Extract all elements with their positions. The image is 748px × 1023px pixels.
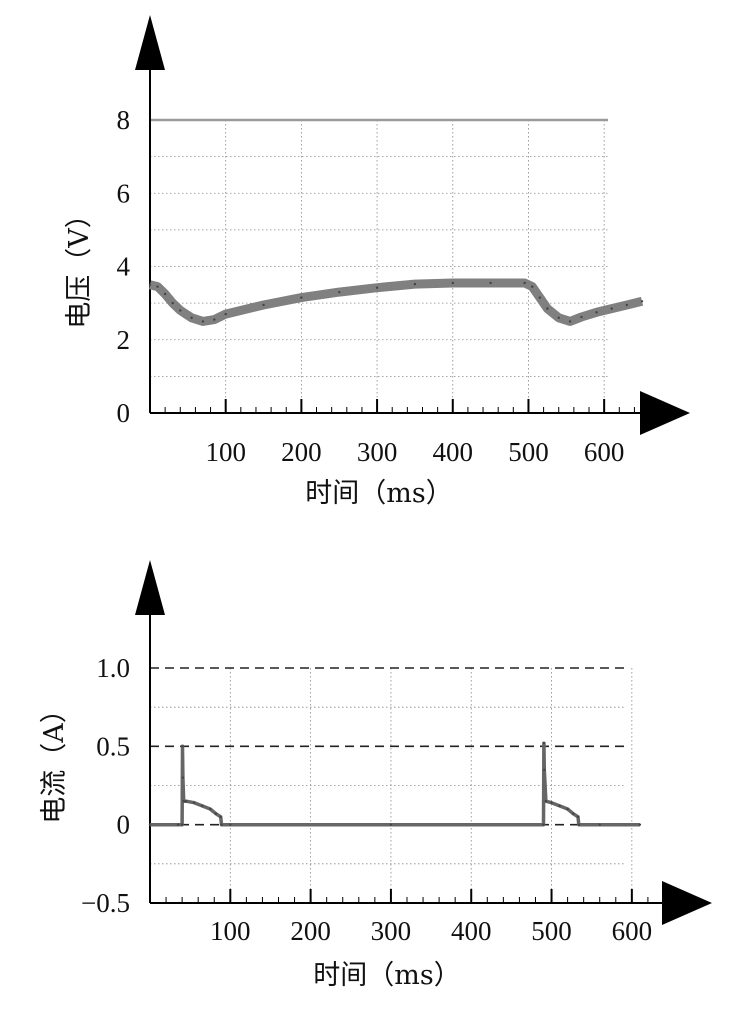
x-tick-label-3: 400 (433, 437, 474, 467)
y-tick-label-2: 0.5 (96, 731, 130, 761)
x-tick-label-0: 100 (205, 437, 246, 467)
data-point (572, 812, 575, 815)
data-point (229, 823, 232, 826)
data-point (192, 801, 196, 804)
data-point (413, 282, 417, 286)
data-point (531, 285, 534, 288)
data-point (220, 823, 223, 826)
data-point (163, 292, 167, 296)
data-point (148, 283, 152, 287)
x-axis-arrow (640, 391, 690, 435)
x-axis-arrow (662, 881, 712, 925)
data-point (638, 823, 642, 826)
x-axis-label: 时间（ms） (313, 960, 460, 991)
data-point (595, 311, 598, 314)
x-tick-label-1: 200 (281, 437, 322, 467)
y-tick-label-3: 1.0 (96, 653, 130, 683)
data-point (182, 799, 185, 803)
data-point (577, 823, 581, 826)
data-point (171, 301, 174, 305)
data-point (224, 312, 227, 316)
data-point (375, 286, 379, 289)
data-point (181, 776, 185, 779)
data-point (389, 823, 393, 826)
data-point (576, 815, 580, 819)
x-axis-label: 时间（ms） (305, 478, 452, 509)
y-axis-arrow (135, 560, 165, 615)
data-point (543, 768, 546, 772)
data-point (558, 804, 561, 808)
data-point (338, 290, 341, 294)
data-point (176, 823, 180, 826)
data-point (538, 296, 542, 299)
data-point (213, 318, 216, 321)
x-tick-label-5: 600 (584, 437, 625, 467)
y-tick-label-2: 4 (117, 252, 131, 282)
data-point (598, 823, 601, 826)
data-point (181, 745, 184, 748)
y-tick-label-0: 0 (117, 398, 131, 428)
data-point (610, 307, 613, 310)
series-line-0 (150, 741, 640, 827)
data-point (300, 296, 303, 299)
x-tick-label-2: 300 (371, 916, 412, 946)
x-tick-label-1: 200 (290, 916, 331, 946)
data-point (201, 320, 205, 323)
data-point (156, 285, 159, 288)
x-tick-label-0: 100 (210, 916, 251, 946)
y-axis-arrow (135, 15, 165, 70)
data-point (568, 320, 572, 323)
data-point (214, 812, 218, 815)
y-tick-label-1: 0 (117, 810, 131, 840)
x-tick-label-2: 300 (357, 437, 398, 467)
data-point (544, 799, 548, 803)
data-point (190, 316, 193, 319)
data-point (580, 315, 583, 319)
data-point (489, 281, 492, 285)
data-point (550, 801, 553, 804)
x-tick-label-4: 500 (531, 916, 572, 946)
data-point (451, 281, 454, 285)
data-point (262, 303, 265, 307)
data-point (219, 815, 222, 819)
data-point (201, 804, 204, 808)
data-point (566, 807, 569, 811)
y-tick-label-3: 6 (117, 178, 131, 208)
voltage-chart: 100 200 300 400 500 600 0 2 4 6 8 时间（ms） 电压（V） (64, 15, 690, 509)
data-point (542, 823, 545, 826)
y-tick-label-0: −0.5 (81, 888, 130, 918)
y-tick-label-1: 2 (117, 325, 131, 355)
series-line-0 (148, 278, 644, 326)
data-point (180, 823, 184, 826)
data-point (179, 309, 182, 312)
y-tick-label-4: 8 (117, 105, 131, 135)
x-tick-label-5: 600 (612, 916, 653, 946)
current-chart: 100 200 300 400 500 600 −0.5 0 0.5 1.0 时间（ms） 电流（A） (39, 560, 712, 991)
y-axis-label: 电流（A） (39, 696, 70, 824)
data-point (640, 300, 644, 303)
data-point (542, 742, 546, 745)
data-point (209, 807, 212, 811)
data-point (523, 281, 526, 285)
x-tick-label-3: 400 (451, 916, 492, 946)
data-point (148, 823, 152, 826)
data-point (184, 799, 188, 803)
x-tick-label-4: 500 (508, 437, 549, 467)
y-axis-label: 电压（V） (64, 201, 95, 329)
data-point (625, 303, 629, 307)
data-point (557, 316, 560, 319)
data-point (546, 307, 549, 310)
